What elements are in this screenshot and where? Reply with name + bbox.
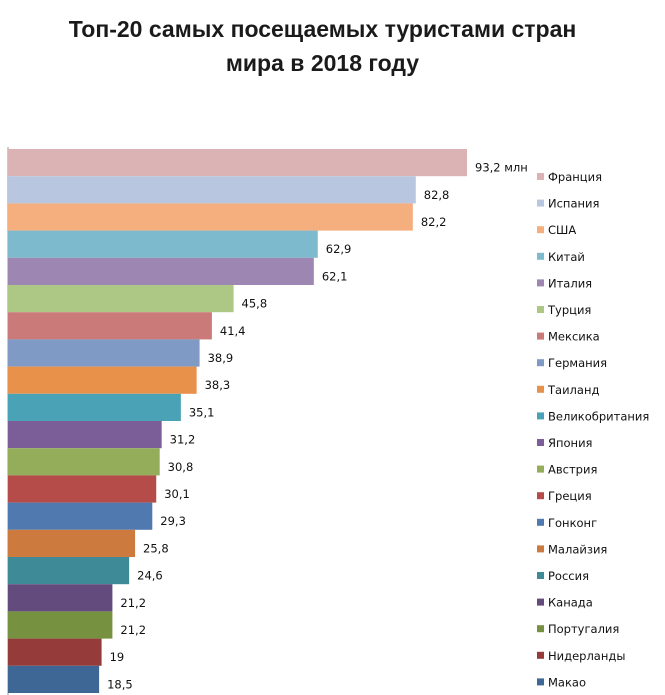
bar-5 [8, 285, 234, 313]
legend-swatch-13 [537, 518, 544, 526]
bar-1 [8, 176, 416, 204]
legend-swatch-5 [537, 306, 544, 313]
data-label-0: 93,2 млн [475, 161, 528, 175]
legend-label-13: Гонконг [548, 516, 597, 530]
legend-swatch-17 [537, 625, 544, 633]
legend-label-17: Португалия [548, 622, 619, 636]
bar-16 [8, 584, 113, 612]
legend-swatch-3 [537, 252, 544, 260]
data-label-2: 82,2 [421, 215, 447, 229]
data-label-10: 31,2 [170, 433, 196, 447]
data-label-6: 41,4 [220, 324, 246, 338]
chart-title-line-1: Топ-20 самых посещаемых туристами стран [68, 16, 577, 42]
legend-swatch-4 [537, 279, 544, 287]
data-label-17: 21,2 [120, 623, 146, 637]
legend-swatch-8 [537, 385, 544, 393]
bar-6 [8, 312, 212, 340]
legend-swatch-18 [537, 651, 544, 659]
data-label-11: 30,8 [168, 460, 194, 474]
legend-label-7: Германия [548, 356, 607, 370]
legend-swatch-0 [537, 173, 544, 180]
legend-label-2: США [548, 223, 576, 237]
legend-swatch-14 [537, 545, 544, 553]
bar-13 [8, 502, 153, 530]
bar-14 [8, 529, 136, 557]
chart-title-line-2: мира в 2018 году [225, 50, 420, 76]
legend-label-4: Италия [548, 276, 592, 290]
data-label-18: 19 [110, 650, 125, 664]
legend-swatch-12 [537, 492, 544, 500]
data-label-4: 62,1 [322, 269, 348, 283]
bar-17 [8, 611, 113, 639]
legend-swatch-9 [537, 412, 544, 420]
bar-18 [8, 638, 102, 666]
legend-swatch-1 [537, 199, 544, 207]
data-label-14: 25,8 [143, 541, 169, 555]
legend-label-3: Китай [548, 250, 585, 264]
legend-label-5: Турция [547, 303, 591, 317]
legend-swatch-19 [537, 678, 544, 686]
legend-swatch-6 [537, 332, 544, 340]
bar-12 [8, 475, 157, 503]
legend-label-14: Малайзия [548, 542, 607, 556]
bar-19 [8, 665, 100, 693]
data-label-1: 82,8 [424, 188, 450, 202]
data-label-16: 21,2 [120, 596, 146, 610]
legend-swatch-10 [537, 439, 544, 446]
data-label-5: 45,8 [242, 297, 268, 311]
legend-label-11: Австрия [548, 463, 597, 477]
data-label-19: 18,5 [107, 677, 133, 691]
bar-3 [8, 230, 318, 258]
data-label-8: 38,3 [205, 378, 231, 392]
data-label-9: 35,1 [189, 405, 215, 419]
bar-15 [8, 557, 130, 585]
legend-label-10: Япония [548, 436, 592, 450]
data-label-15: 24,6 [137, 569, 163, 583]
bar-2 [8, 203, 413, 231]
legend-swatch-2 [537, 226, 544, 234]
legend-label-0: Франция [548, 170, 602, 184]
legend-label-12: Греция [548, 489, 592, 503]
bar-0 [8, 149, 467, 177]
legend-label-6: Мексика [548, 330, 600, 344]
legend-label-19: Макао [548, 675, 586, 689]
legend-label-9: Великобритания [548, 409, 649, 423]
legend-label-16: Канада [548, 596, 593, 610]
legend-swatch-15 [537, 572, 544, 579]
legend-swatch-11 [537, 465, 544, 473]
bar-10 [8, 421, 162, 449]
legend-swatch-16 [537, 598, 544, 606]
legend-label-1: Испания [548, 197, 599, 211]
data-label-3: 62,9 [326, 242, 352, 256]
bar-8 [8, 366, 197, 394]
legend-swatch-7 [537, 359, 544, 367]
data-label-12: 30,1 [164, 487, 190, 501]
data-label-13: 29,3 [160, 514, 186, 528]
legend-label-8: Таиланд [547, 383, 599, 397]
legend-label-15: Россия [548, 569, 589, 583]
bar-11 [8, 448, 160, 476]
bar-7 [8, 339, 200, 367]
bar-4 [8, 257, 314, 285]
bar-9 [8, 393, 181, 421]
data-label-7: 38,9 [208, 351, 234, 365]
legend-label-18: Нидерланды [548, 649, 625, 663]
